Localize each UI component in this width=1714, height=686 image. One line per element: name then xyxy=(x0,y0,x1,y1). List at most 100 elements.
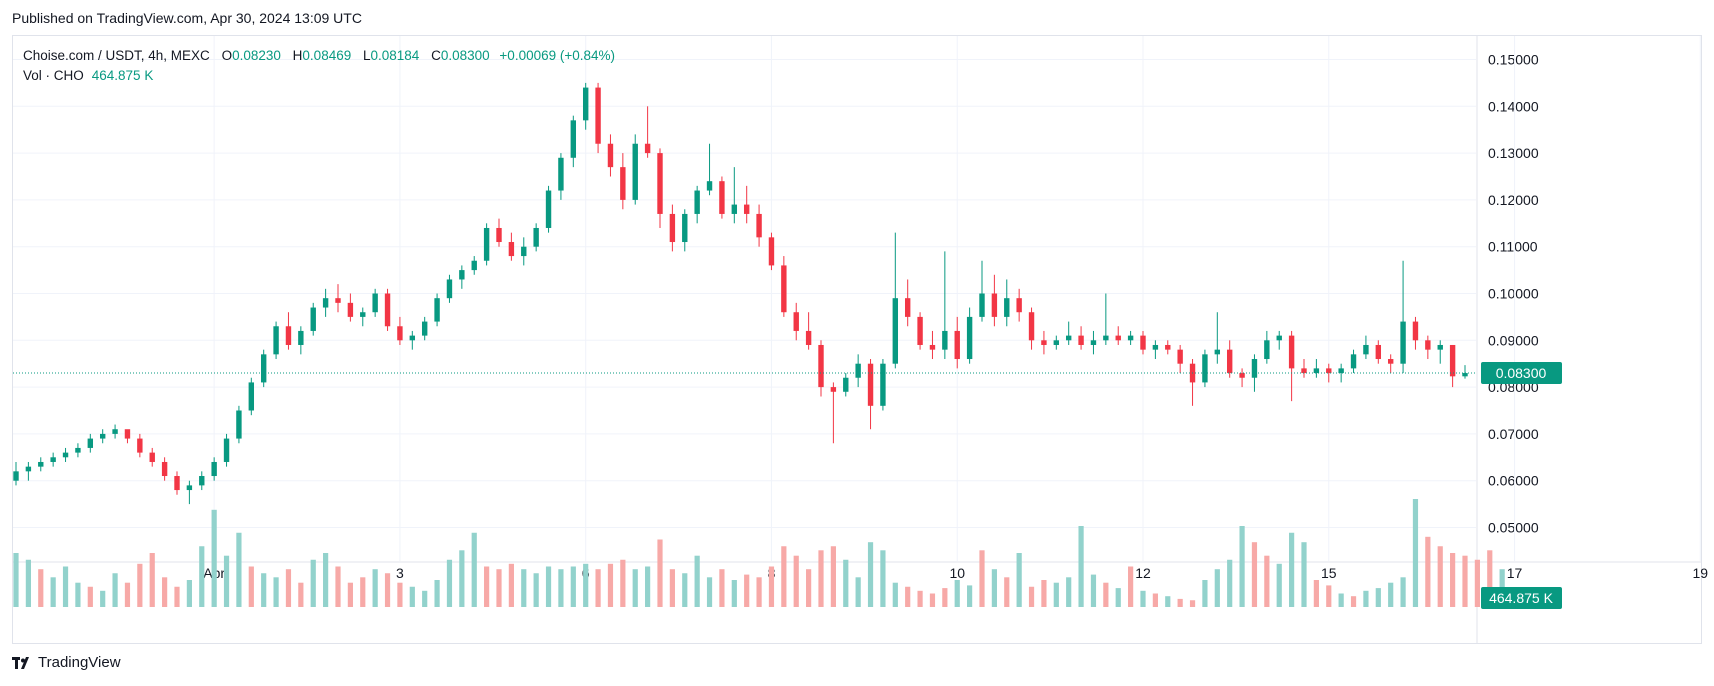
y-tick-label: 0.14000 xyxy=(1488,98,1539,114)
candle-body xyxy=(1103,335,1109,341)
low-label: L xyxy=(363,48,371,63)
volume-bar xyxy=(595,569,601,607)
volume-bar xyxy=(1289,532,1295,607)
tradingview-logo-icon[interactable] xyxy=(12,656,32,669)
volume-bar xyxy=(570,566,576,607)
volume-bar xyxy=(1462,555,1468,607)
volume-bar xyxy=(1202,580,1208,607)
volume-bar xyxy=(434,580,440,607)
volume-bar xyxy=(583,563,589,607)
volume-bar xyxy=(1115,588,1121,607)
candle-body xyxy=(682,213,688,243)
volume-bar xyxy=(1412,499,1419,607)
volume-bar xyxy=(768,566,775,607)
volume-bar xyxy=(13,553,19,607)
volume-bar xyxy=(521,569,527,607)
candle-body xyxy=(830,387,837,392)
x-tick-label: 10 xyxy=(949,565,965,581)
candle-body xyxy=(62,452,69,458)
candle-body xyxy=(446,279,453,299)
volume-bar xyxy=(236,532,242,607)
candle-body xyxy=(1041,340,1047,345)
volume-bar xyxy=(75,582,81,607)
high-value: 0.08469 xyxy=(302,48,352,63)
candle-body xyxy=(694,190,700,214)
change-value: +0.00069 (+0.84%) xyxy=(499,48,616,63)
candle-body xyxy=(954,330,960,360)
candle-body xyxy=(1400,321,1406,364)
volume-bar xyxy=(137,563,143,607)
footer: TradingView xyxy=(12,654,121,671)
volume-bar xyxy=(335,566,341,607)
candle-body xyxy=(1449,344,1456,377)
volume-bar xyxy=(1078,526,1084,607)
volume-bar xyxy=(87,586,93,607)
volume-label[interactable]: Vol · CHO xyxy=(23,68,84,83)
volume-bar xyxy=(1474,559,1480,607)
candle-body xyxy=(1053,340,1060,345)
volume-bar xyxy=(1177,598,1183,607)
y-tick-label: 0.15000 xyxy=(1488,52,1539,68)
candle-body xyxy=(360,312,366,317)
chart-frame[interactable] xyxy=(12,35,1702,644)
candle-body xyxy=(1115,335,1121,341)
volume-bar xyxy=(211,509,217,607)
volume-bar xyxy=(607,563,614,607)
high-label: H xyxy=(292,48,303,63)
candle-body xyxy=(620,167,626,200)
volume-bar xyxy=(818,550,824,607)
volume-bar xyxy=(285,569,292,607)
volume-bar xyxy=(1350,596,1357,607)
candle-body xyxy=(805,330,812,345)
candle-body xyxy=(793,312,799,331)
volume-bar xyxy=(199,546,205,607)
candle-body xyxy=(124,429,131,439)
candle-body xyxy=(917,316,923,345)
candle-body xyxy=(174,476,180,491)
candle-body xyxy=(867,363,874,406)
volume-bar xyxy=(744,574,750,607)
volume-bar xyxy=(1090,574,1097,607)
candle-body xyxy=(434,298,440,322)
volume-bar xyxy=(991,569,997,607)
volume-bar xyxy=(1103,582,1109,607)
candle-body xyxy=(1425,340,1431,350)
volume-value: 464.875 K xyxy=(91,68,154,83)
candle-body xyxy=(1152,344,1159,350)
volume-bar xyxy=(954,580,960,607)
candle-body xyxy=(1326,368,1332,374)
volume-bar xyxy=(1165,596,1171,607)
candle-body xyxy=(1214,349,1221,355)
symbol-label[interactable]: Choise.com / USDT, 4h, MEXC xyxy=(23,48,210,63)
candle-body xyxy=(1264,340,1270,360)
volume-bar xyxy=(1214,569,1220,607)
candle-body xyxy=(582,87,589,121)
candle-body xyxy=(1127,335,1134,341)
volume-bar xyxy=(1251,542,1258,607)
volume-bar xyxy=(1313,580,1319,607)
volume-bar xyxy=(1128,566,1134,607)
volume-bar xyxy=(397,582,403,607)
candle-body xyxy=(87,438,94,448)
close-label: C xyxy=(431,48,441,63)
candle-body xyxy=(1004,298,1010,317)
candle-body xyxy=(285,326,292,345)
volume-bar xyxy=(806,569,812,607)
volume-bar xyxy=(162,577,168,607)
volume-bar xyxy=(533,573,539,607)
candle-body xyxy=(756,213,762,238)
candle-body xyxy=(1462,373,1468,377)
footer-brand[interactable]: TradingView xyxy=(38,654,121,671)
volume-bar xyxy=(223,555,230,607)
close-value: 0.08300 xyxy=(440,48,490,63)
candle-body xyxy=(521,246,527,257)
candle-body xyxy=(322,298,329,308)
volume-bar xyxy=(484,566,490,607)
volume-bar xyxy=(682,573,688,607)
x-tick-label: 19 xyxy=(1693,565,1709,581)
volume-bar xyxy=(310,559,316,607)
y-tick-label: 0.12000 xyxy=(1488,192,1539,208)
candle-body xyxy=(211,461,217,477)
candle-body xyxy=(1090,340,1097,345)
